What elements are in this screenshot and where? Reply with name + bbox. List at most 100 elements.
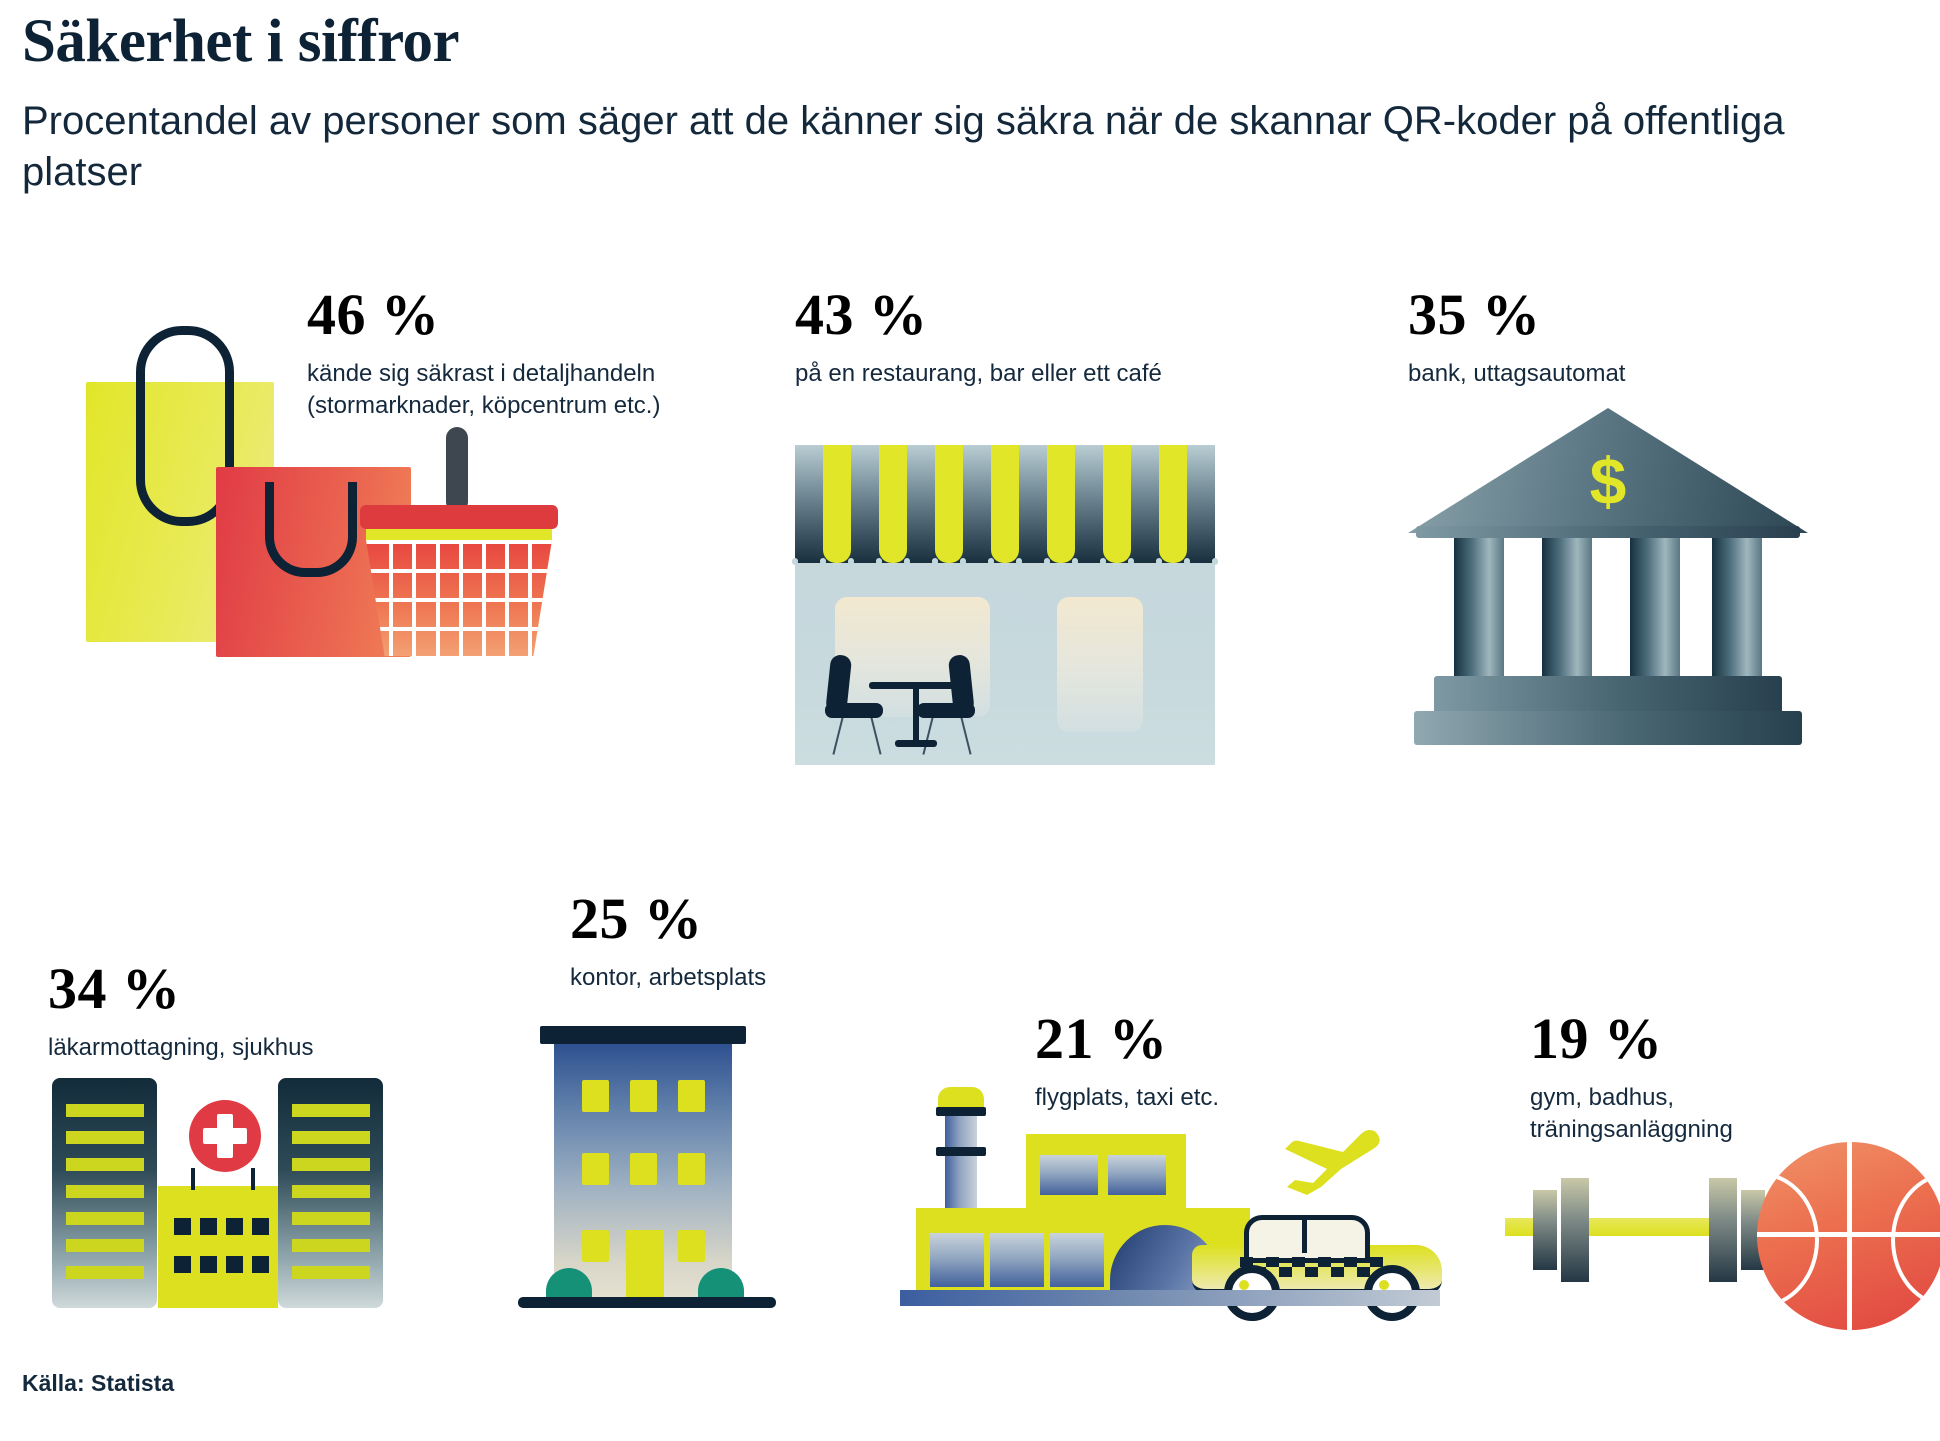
- taxi-check-square: [1357, 1267, 1370, 1277]
- hospital-window: [174, 1218, 191, 1235]
- hospital-window-band: [66, 1212, 144, 1225]
- stat-block-gym: 19 % gym, badhus, träningsanläggning: [1530, 1010, 1910, 1145]
- office-window-2: [630, 1080, 657, 1112]
- control-tower-shaft: [945, 1107, 977, 1215]
- stat-caption: på en restaurang, bar eller ett café: [795, 360, 1162, 387]
- hospital-window: [174, 1256, 191, 1273]
- bag-handle-red: [265, 482, 357, 577]
- stat-caption: bank, uttagsautomat: [1408, 360, 1626, 387]
- taxi-cabin-window: [1244, 1215, 1370, 1263]
- stat-block-office: 25 % kontor, arbetsplats: [570, 890, 970, 994]
- stat-percent: 21 %: [1035, 1006, 1168, 1071]
- shopping-bags-basket-icon: [68, 310, 558, 730]
- stat-block-airport: 21 % flygplats, taxi etc.: [1035, 1010, 1435, 1114]
- chair-right-seat: [917, 703, 975, 718]
- hospital-window-band: [66, 1239, 144, 1252]
- bush-left: [546, 1268, 592, 1298]
- terminal-window-upper-2: [1108, 1155, 1166, 1195]
- stat-caption: läkarmottagning, sjukhus: [48, 1034, 314, 1061]
- hospital-window-band: [66, 1104, 144, 1117]
- hospital-window-band: [66, 1158, 144, 1171]
- hospital-window: [226, 1218, 243, 1235]
- hospital-window: [226, 1256, 243, 1273]
- terminal-window-lower-2: [990, 1233, 1044, 1287]
- control-tower-cab: [938, 1087, 984, 1109]
- office-window-6: [678, 1153, 705, 1185]
- bank-column-1: [1454, 538, 1504, 678]
- stat-caption: gym, badhus, träningsanläggning: [1530, 1084, 1733, 1143]
- airport-taxi-icon: [900, 1085, 1442, 1325]
- dumbbell-plate-1: [1533, 1190, 1557, 1270]
- office-window-1: [582, 1080, 609, 1112]
- page-subtitle: Procentandel av personer som säger att d…: [22, 99, 1785, 195]
- hospital-window-band: [66, 1185, 144, 1198]
- terminal-window-lower-1: [930, 1233, 984, 1287]
- stat-caption: kontor, arbetsplats: [570, 964, 767, 991]
- office-window-4: [582, 1153, 609, 1185]
- stat-block-hospital: 34 % läkarmottagning, sjukhus: [48, 960, 448, 1064]
- office-entrance-door: [626, 1230, 664, 1298]
- dumbbell-end-left: [1505, 1218, 1533, 1236]
- hospital-window-band: [292, 1104, 370, 1117]
- bank-step-upper: [1434, 676, 1782, 714]
- hospital-sign-post-right: [251, 1168, 255, 1190]
- bank-building-icon: $: [1408, 408, 1808, 763]
- bag-handle-yellow: [136, 326, 234, 526]
- hospital-window-band: [66, 1266, 144, 1279]
- hospital-window-band: [292, 1131, 370, 1144]
- restaurant-storefront-icon: [791, 445, 1219, 765]
- taxi-check-square: [1279, 1267, 1292, 1277]
- office-window-5: [630, 1153, 657, 1185]
- office-building-icon: [518, 1020, 776, 1320]
- hospital-sign-post-left: [191, 1168, 195, 1190]
- taxi-cab: [1192, 1213, 1442, 1321]
- basket-handle: [446, 427, 468, 513]
- basketball-seam-arc-right: [1891, 1172, 1940, 1308]
- bush-right: [698, 1268, 744, 1298]
- hospital-entrance-block: [158, 1186, 278, 1308]
- dumbbell-plate-3: [1709, 1178, 1737, 1282]
- table-foot: [895, 740, 937, 747]
- office-ground-bar: [518, 1297, 776, 1308]
- hospital-window-band: [292, 1212, 370, 1225]
- basketball-seam-horizontal: [1757, 1232, 1940, 1237]
- hospital-window-band: [292, 1239, 370, 1252]
- stat-block-restaurant: 43 % på en restaurang, bar eller ett caf…: [795, 286, 1225, 390]
- taxi-check-square: [1344, 1257, 1357, 1267]
- bank-step-lower: [1414, 711, 1802, 745]
- stat-percent: 43 %: [795, 282, 928, 347]
- dollar-sign-icon: $: [1589, 444, 1627, 518]
- basketball-seam-arc-left: [1757, 1172, 1819, 1308]
- basketball-icon: [1757, 1142, 1940, 1330]
- restaurant-window-right: [1057, 597, 1143, 732]
- stat-percent: 25 %: [570, 886, 703, 951]
- shopping-basket: [360, 427, 558, 670]
- gym-equipment-icon: [1505, 1142, 1940, 1330]
- hospital-tower-left: [52, 1078, 157, 1308]
- control-tower-ring-lower: [936, 1147, 986, 1156]
- taxi-check-square: [1305, 1267, 1318, 1277]
- page-title: Säkerhet i siffror: [22, 8, 460, 75]
- taxi-window-divider: [1302, 1217, 1307, 1253]
- taxi-check-square: [1331, 1267, 1344, 1277]
- dumbbell-bar: [1589, 1218, 1709, 1236]
- table-top: [869, 682, 964, 689]
- basket-rim: [360, 505, 558, 529]
- bank-column-2: [1542, 538, 1592, 678]
- hospital-window: [252, 1218, 269, 1235]
- hospital-window: [200, 1256, 217, 1273]
- control-tower-ring-upper: [936, 1107, 986, 1116]
- dumbbell-plate-2: [1561, 1178, 1589, 1282]
- bank-cornice: [1416, 526, 1800, 538]
- stat-block-bank: 35 % bank, uttagsautomat: [1408, 286, 1838, 390]
- stat-percent: 19 %: [1530, 1006, 1663, 1071]
- stat-percent: 46 %: [307, 282, 440, 347]
- office-window-7: [582, 1230, 609, 1262]
- office-window-3: [678, 1080, 705, 1112]
- striped-awning: [791, 445, 1219, 565]
- hospital-icon: [52, 1068, 392, 1318]
- hospital-window-band: [66, 1131, 144, 1144]
- hospital-window: [252, 1256, 269, 1273]
- terminal-window-lower-3: [1050, 1233, 1104, 1287]
